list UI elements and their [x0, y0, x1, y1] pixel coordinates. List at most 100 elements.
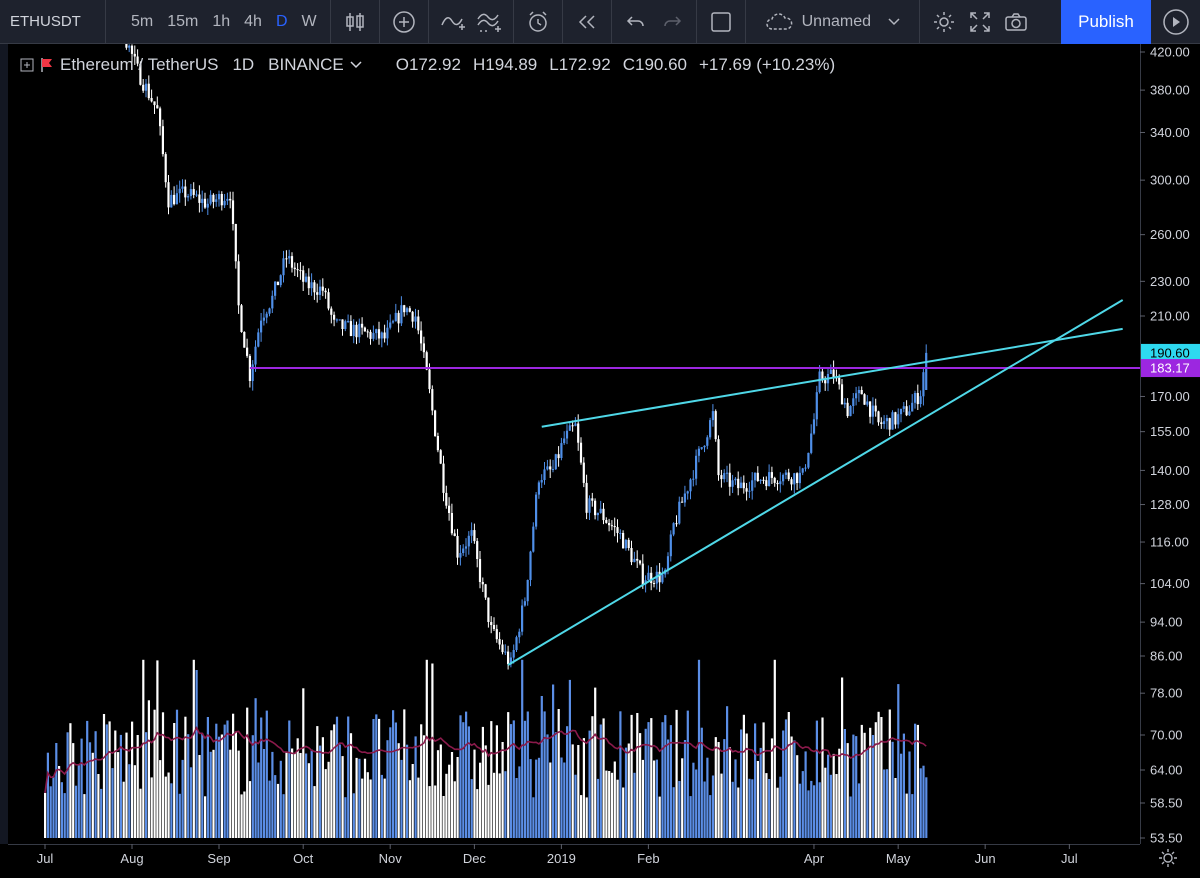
- collapse-icon[interactable]: [20, 58, 34, 72]
- volume-bar: [403, 709, 405, 838]
- axis-settings-icon[interactable]: [1159, 849, 1177, 867]
- volume-bar: [619, 711, 621, 838]
- volume-bar: [647, 722, 649, 838]
- candle-body: [156, 105, 158, 108]
- fullscreen-icon[interactable]: [962, 0, 998, 44]
- volume-bar: [796, 755, 798, 838]
- volume-bar: [830, 775, 832, 838]
- candle-body: [546, 466, 548, 469]
- candle-body: [813, 419, 815, 433]
- indicators-icon[interactable]: [435, 0, 471, 44]
- legend-ohlc: O172.92 H194.89 L172.92 C190.60 +17.69 (…: [396, 55, 835, 75]
- volume-bar: [855, 736, 857, 838]
- candle-body: [184, 187, 186, 198]
- volume-bar: [274, 775, 276, 838]
- candle-body: [333, 315, 335, 320]
- y-tick-label: 86.00: [1150, 649, 1183, 664]
- timeframe-d[interactable]: D: [269, 13, 295, 31]
- volume-bar: [232, 714, 234, 838]
- volume-bar: [462, 722, 464, 838]
- volume-bar: [530, 759, 532, 838]
- flag-icon[interactable]: [40, 57, 54, 73]
- candle-body: [872, 406, 874, 417]
- timeframe-4h[interactable]: 4h: [237, 13, 269, 31]
- volume-bar: [316, 726, 318, 838]
- timeframe-w[interactable]: W: [295, 13, 324, 31]
- candle-body: [687, 491, 689, 493]
- layout-selector[interactable]: Unnamed: [752, 0, 913, 44]
- volume-bar: [861, 725, 863, 838]
- legend-open: O172.92: [396, 55, 461, 75]
- volume-bar: [218, 737, 220, 838]
- volume-bar: [173, 723, 175, 838]
- toolbar-divider: [919, 0, 920, 44]
- candle-body: [855, 393, 857, 398]
- volume-bar: [367, 772, 369, 838]
- publish-button[interactable]: Publish: [1061, 0, 1151, 44]
- legend-high: H194.89: [473, 55, 537, 75]
- candle-body: [504, 652, 506, 653]
- volume-bar: [134, 765, 136, 838]
- candle-body: [181, 187, 183, 189]
- volume-bar: [187, 734, 189, 838]
- y-tick-label: 260.00: [1150, 227, 1190, 242]
- candle-body: [861, 390, 863, 394]
- volume-bar: [678, 781, 680, 838]
- volume-bar: [117, 752, 119, 838]
- candle-body: [207, 204, 209, 208]
- alert-clock-icon[interactable]: [520, 0, 556, 44]
- volume-bar: [555, 732, 557, 838]
- volume-bar: [170, 783, 172, 838]
- volume-bar: [583, 738, 585, 838]
- undo-icon[interactable]: [618, 0, 654, 44]
- gear-icon[interactable]: [926, 0, 962, 44]
- price-chart[interactable]: 420.00 380.00 340.00 300.00 260.00 230.00 210.…: [0, 44, 1200, 878]
- chevron-down-icon[interactable]: [350, 61, 362, 69]
- add-compare-icon[interactable]: [386, 0, 422, 44]
- volume-bar: [771, 738, 773, 838]
- volume-bar: [748, 779, 750, 838]
- y-tick-label: 140.00: [1150, 463, 1190, 478]
- candle-body: [406, 308, 408, 312]
- candle-body: [238, 261, 240, 305]
- y-tick-label: 340.00: [1150, 125, 1190, 140]
- candle-body: [841, 384, 843, 404]
- drawings-layer: [250, 300, 1140, 665]
- candles-icon[interactable]: [337, 0, 373, 44]
- volume-bar: [558, 709, 560, 838]
- timeframe-5m[interactable]: 5m: [124, 13, 160, 31]
- volume-bar: [546, 734, 548, 838]
- financials-icon[interactable]: [471, 0, 507, 44]
- volume-bar: [308, 763, 310, 838]
- candle-body: [925, 353, 927, 390]
- timeframe-1h[interactable]: 1h: [205, 13, 237, 31]
- fullscreen-box-icon[interactable]: [703, 0, 739, 44]
- symbol-search[interactable]: ETHUSDT: [0, 0, 106, 44]
- candle-body: [543, 469, 545, 480]
- volume-bar: [816, 721, 818, 838]
- volume-bar: [81, 739, 83, 838]
- redo-icon[interactable]: [654, 0, 690, 44]
- candle-body: [678, 502, 680, 524]
- timeframe-15m[interactable]: 15m: [160, 13, 205, 31]
- volume-bar: [333, 724, 335, 838]
- volume-bar: [139, 789, 141, 838]
- volume-bar: [715, 737, 717, 838]
- camera-icon[interactable]: [998, 0, 1034, 44]
- volume-bar: [580, 795, 582, 838]
- volume-bar: [148, 700, 150, 838]
- candle-body: [588, 498, 590, 513]
- volume-bar: [622, 788, 624, 839]
- candle-body: [614, 526, 616, 527]
- play-icon[interactable]: [1152, 0, 1200, 44]
- toolbar-divider: [562, 0, 563, 44]
- volume-bar: [210, 752, 212, 838]
- volume-bar: [384, 779, 386, 838]
- candle-body: [642, 564, 644, 585]
- candle-body: [782, 475, 784, 481]
- x-tick-label: Nov: [379, 851, 403, 866]
- replay-icon[interactable]: [569, 0, 605, 44]
- candle-body: [412, 312, 414, 322]
- volume-bar: [479, 763, 481, 838]
- candle-body: [451, 513, 453, 533]
